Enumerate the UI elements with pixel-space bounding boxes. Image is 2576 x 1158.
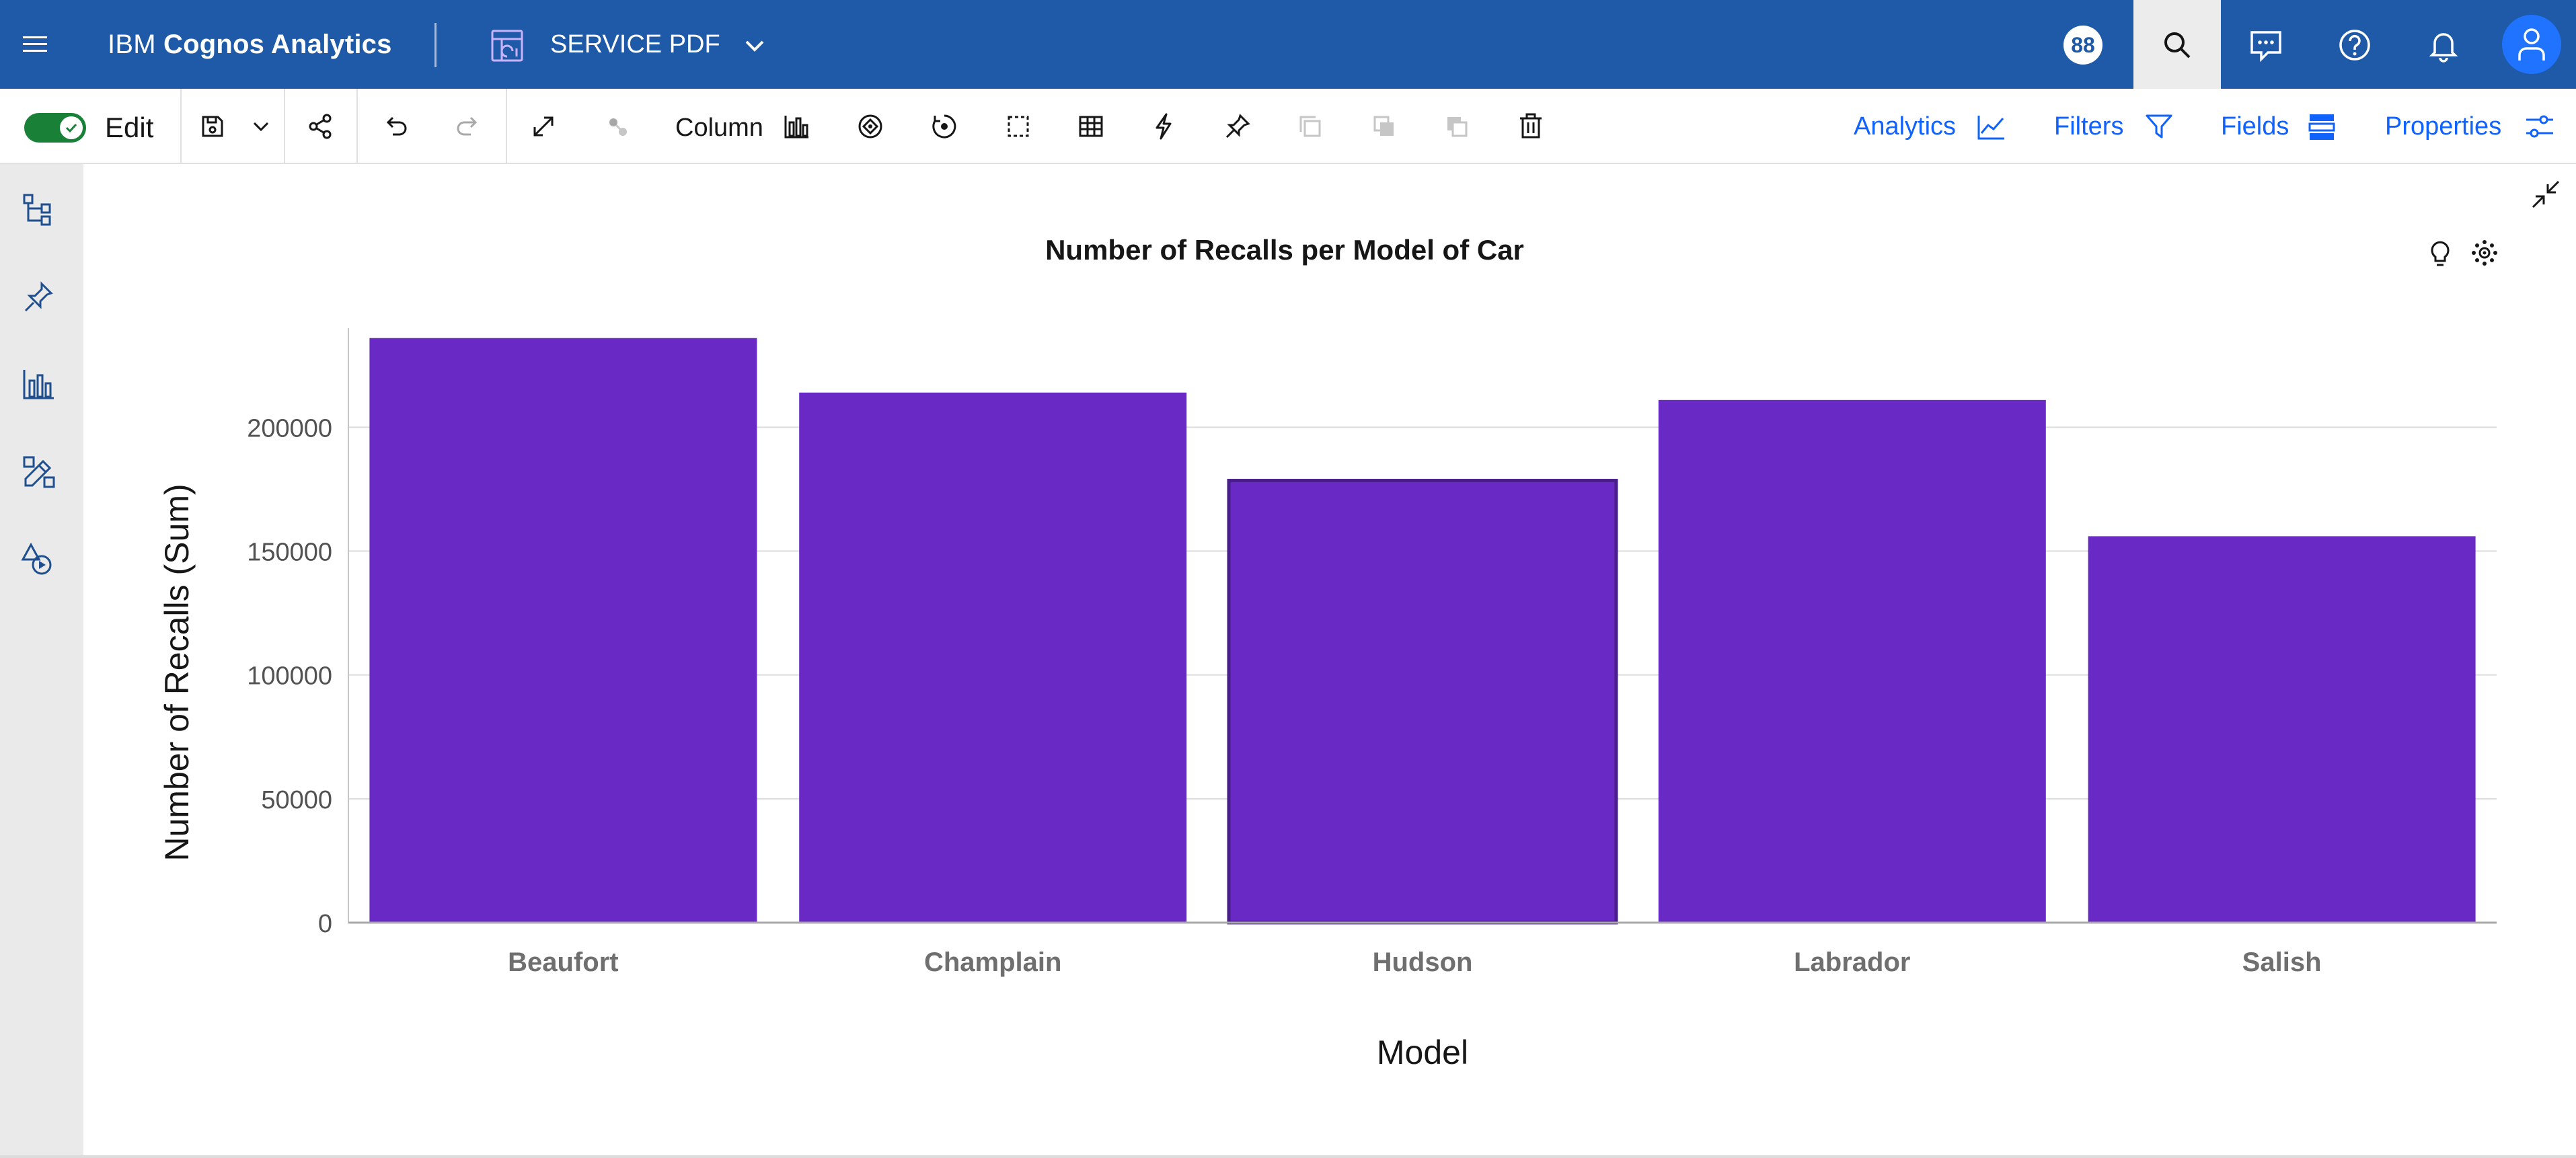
analytics-button[interactable]: Analytics xyxy=(1854,112,1957,141)
edit-label: Edit xyxy=(105,112,154,143)
brand-prefix: IBM xyxy=(108,30,164,59)
connect-icon[interactable] xyxy=(600,109,635,144)
filter-icon[interactable] xyxy=(2143,110,2175,143)
bar-beaufort[interactable] xyxy=(369,338,757,923)
filters-button[interactable]: Filters xyxy=(2054,112,2124,141)
toggle-knob xyxy=(60,116,83,139)
select-region-icon[interactable] xyxy=(1001,109,1036,144)
share-icon[interactable] xyxy=(303,109,338,144)
notification-count-badge[interactable]: 88 xyxy=(2063,26,2103,65)
analytics-icon[interactable] xyxy=(1975,110,2007,143)
search-icon xyxy=(2164,32,2191,59)
user-icon xyxy=(2518,28,2545,61)
duplicate-icon[interactable] xyxy=(1293,109,1328,144)
redo-icon[interactable] xyxy=(451,109,486,144)
notification-icon[interactable] xyxy=(2425,27,2462,63)
assets-icon[interactable] xyxy=(19,452,59,492)
user-avatar[interactable] xyxy=(2502,15,2561,74)
toolbar-divider xyxy=(356,89,358,163)
header-divider xyxy=(434,23,437,67)
x-tick-label: Hudson xyxy=(1373,948,1473,977)
settings-icon[interactable] xyxy=(2468,237,2501,269)
toolbar-divider xyxy=(180,89,182,163)
app-brand[interactable]: IBM Cognos Analytics xyxy=(108,27,392,62)
collapse-icon[interactable] xyxy=(2529,178,2563,211)
data-tree-icon[interactable] xyxy=(19,190,59,230)
pin-icon[interactable] xyxy=(1220,109,1255,144)
checkmark-icon xyxy=(65,123,77,133)
y-tick-label: 50000 xyxy=(261,786,332,814)
y-tick-label: 200000 xyxy=(247,414,332,442)
chat-icon[interactable] xyxy=(2248,27,2284,63)
y-tick-label: 100000 xyxy=(247,662,332,691)
x-tick-label: Salish xyxy=(2242,948,2322,977)
canvas-bottom-border xyxy=(0,1155,2576,1158)
toolbar-divider xyxy=(506,89,507,163)
fields-icon[interactable] xyxy=(2306,110,2338,143)
bar-salish[interactable] xyxy=(2088,536,2476,923)
y-tick-label: 0 xyxy=(318,910,332,938)
edit-mode-toggle[interactable] xyxy=(24,113,86,143)
app-header: IBM Cognos Analytics SERVICE PDF 88 xyxy=(0,0,2576,89)
bring-forward-icon[interactable] xyxy=(1367,109,1402,144)
fields-button[interactable]: Fields xyxy=(2221,112,2289,141)
toolbar: Edit Column xyxy=(0,89,2576,164)
left-rail xyxy=(0,164,83,1158)
bar-hudson[interactable] xyxy=(1227,479,1618,925)
menu-icon[interactable] xyxy=(19,28,51,61)
lightbulb-icon[interactable] xyxy=(2424,237,2456,269)
expand-icon[interactable] xyxy=(526,109,561,144)
send-backward-icon[interactable] xyxy=(1439,109,1474,144)
brand-name: Cognos Analytics xyxy=(163,30,392,59)
x-axis-title: Model xyxy=(1377,1034,1468,1071)
undo-icon[interactable] xyxy=(378,109,413,144)
save-icon[interactable] xyxy=(195,109,230,144)
table-icon[interactable] xyxy=(1073,109,1108,144)
x-tick-label: Champlain xyxy=(924,948,1061,977)
column-chart-icon[interactable] xyxy=(779,109,814,144)
delete-icon[interactable] xyxy=(1513,109,1548,144)
x-tick-label: Labrador xyxy=(1794,948,1910,977)
lightning-icon[interactable] xyxy=(1146,109,1181,144)
report-icon xyxy=(491,30,523,62)
navigate-icon[interactable] xyxy=(853,109,888,144)
chevron-down-icon[interactable] xyxy=(738,30,771,62)
x-tick-label: Beaufort xyxy=(508,948,618,977)
y-axis-title: Number of Recalls (Sum) xyxy=(158,484,196,861)
pin-icon[interactable] xyxy=(19,277,59,317)
visualizations-icon[interactable] xyxy=(19,364,59,405)
properties-button[interactable]: Properties xyxy=(2385,112,2502,141)
search-button[interactable] xyxy=(2133,0,2221,89)
help-icon[interactable] xyxy=(2337,27,2373,63)
y-tick-label: 150000 xyxy=(247,539,332,567)
chevron-down-icon[interactable] xyxy=(243,109,278,144)
drill-icon[interactable] xyxy=(927,109,962,144)
report-title[interactable]: SERVICE PDF xyxy=(550,30,720,59)
toolbar-divider xyxy=(284,89,285,163)
properties-icon[interactable] xyxy=(2524,110,2556,143)
visualization-type-label[interactable]: Column xyxy=(675,114,763,142)
chart-title: Number of Recalls per Model of Car xyxy=(1045,234,1524,266)
bar-labrador[interactable] xyxy=(1658,399,2046,923)
bar-champlain[interactable] xyxy=(799,392,1187,923)
shapes-media-icon[interactable] xyxy=(19,539,59,580)
